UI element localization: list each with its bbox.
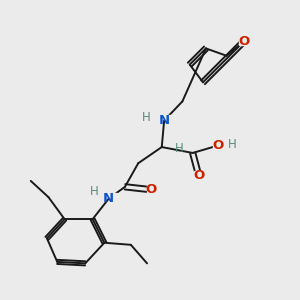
Bar (213, 141, 222, 150)
Text: N: N (159, 114, 170, 127)
Text: O: O (212, 139, 223, 152)
Text: H: H (90, 185, 98, 198)
Bar (101, 194, 117, 204)
Text: H: H (142, 111, 151, 124)
Text: H: H (175, 142, 184, 155)
Text: O: O (146, 183, 157, 196)
Bar (156, 116, 172, 126)
Text: N: N (103, 192, 114, 205)
Text: H: H (228, 138, 237, 151)
Bar (239, 37, 249, 46)
Bar (147, 185, 156, 194)
Text: O: O (193, 169, 204, 182)
Text: O: O (238, 34, 250, 48)
Bar (194, 171, 203, 179)
